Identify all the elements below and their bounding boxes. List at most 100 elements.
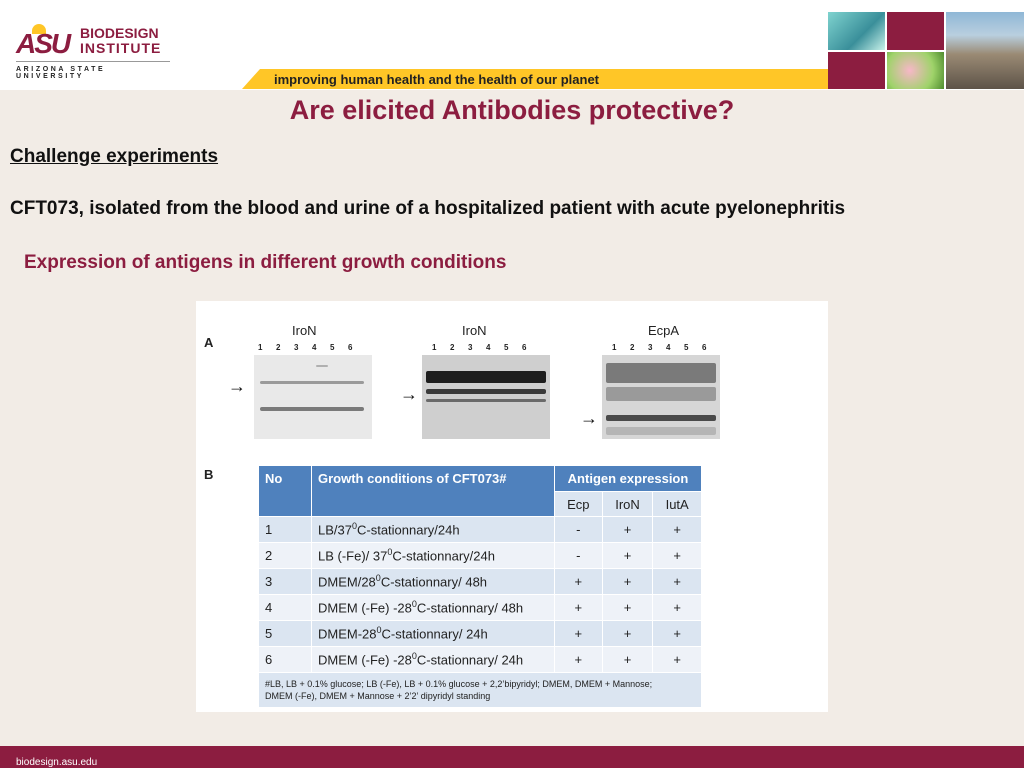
lane-label: 3 <box>468 343 473 352</box>
logo-line1: BIODESIGN <box>80 25 159 41</box>
figure-subheading: Expression of antigens in different grow… <box>24 252 507 273</box>
blot-1-image <box>254 355 372 439</box>
cell-iron: + <box>601 594 654 621</box>
table-row: 1 LB/370C-stationnary/24h - + + <box>258 516 702 543</box>
cell-condition: DMEM (-Fe) -280C-stationnary/ 24h <box>311 646 555 673</box>
cell-condition-a: LB/37 <box>318 522 352 538</box>
cell-iron: + <box>601 568 654 595</box>
lane-label: 6 <box>702 343 707 352</box>
lane-label: 2 <box>450 343 455 352</box>
blot-band <box>260 407 364 411</box>
blot-1-title: IroN <box>292 323 317 338</box>
footnote-line-2: DMEM (-Fe), DMEM + Mannose + 2’2’ dipyri… <box>265 691 491 701</box>
table-row: 4 DMEM (-Fe) -280C-stationnary/ 48h + + … <box>258 594 702 621</box>
blot-2-title: IroN <box>462 323 487 338</box>
lane-label: 5 <box>684 343 689 352</box>
lane-label: 4 <box>486 343 491 352</box>
lane-label: 3 <box>648 343 653 352</box>
cell-iron: + <box>601 620 654 647</box>
cell-iuta: + <box>652 542 702 569</box>
tagline: improving human health and the health of… <box>274 72 600 87</box>
cell-condition-a: LB (-Fe)/ 37 <box>318 548 388 564</box>
cell-condition: LB/370C-stationnary/24h <box>311 516 555 543</box>
cell-condition-b: C-stationnary/ 48h <box>416 600 524 616</box>
footnote-line-1: #LB, LB + 0.1% glucose; LB (-Fe), LB + 0… <box>265 679 653 689</box>
cell-condition: LB (-Fe)/ 370C-stationnary/24h <box>311 542 555 569</box>
blot-band <box>606 363 716 383</box>
footer-url[interactable]: biodesign.asu.edu <box>16 757 98 768</box>
table-row: 3 DMEM/280C-stationnary/ 48h + + + <box>258 568 702 595</box>
biodesign-logo[interactable]: ASU BIODESIGN INSTITUTE ARIZONA STATE UN… <box>14 24 174 80</box>
panel-b-label: B <box>204 467 214 482</box>
slide-title: Are elicited Antibodies protective? <box>289 95 735 125</box>
cell-condition-b: C-stationnary/ 48h <box>380 574 488 590</box>
lane-label: 5 <box>504 343 509 352</box>
header-photo-collage <box>828 12 1024 89</box>
cell-condition-sup: 0 <box>351 521 357 532</box>
lane-label: 6 <box>348 343 353 352</box>
cell-no: 5 <box>258 620 312 647</box>
blot-band <box>606 387 716 401</box>
strain-description: CFT073, isolated from the blood and urin… <box>10 198 846 219</box>
logo-university: ARIZONA STATE UNIVERSITY <box>16 66 106 80</box>
cell-no: 2 <box>258 542 312 569</box>
blot-1-lanes: 1 2 3 4 5 6 <box>258 343 366 352</box>
footer-bar: biodesign.asu.edu <box>0 746 1024 768</box>
cell-iron: + <box>601 516 654 543</box>
blot-band <box>426 399 546 402</box>
cell-iuta: + <box>652 594 702 621</box>
header-no: No <box>258 465 312 517</box>
cell-ecp: - <box>554 516 603 543</box>
table-footnote-row: #LB, LB + 0.1% glucose; LB (-Fe), LB + 0… <box>258 672 702 708</box>
blot-3-title: EcpA <box>648 323 680 338</box>
tagline-bar <box>242 69 830 89</box>
blot-2-lanes: 1 2 3 4 5 6 <box>432 343 540 352</box>
cell-condition-a: DMEM (-Fe) -28 <box>318 600 412 616</box>
panel-a-label: A <box>204 335 214 350</box>
lane-label: 1 <box>612 343 617 352</box>
cell-condition-a: DMEM/28 <box>318 574 376 590</box>
cell-condition: DMEM/280C-stationnary/ 48h <box>311 568 555 595</box>
cell-iuta: + <box>652 646 702 673</box>
blot-band <box>606 427 716 435</box>
blot-2-image <box>422 355 550 439</box>
header-antigen: Antigen expression <box>554 465 702 492</box>
lane-label: 4 <box>312 343 317 352</box>
lane-label: 4 <box>666 343 671 352</box>
section-heading: Challenge experiments <box>10 146 219 167</box>
cell-iron: + <box>601 542 654 569</box>
cell-no: 1 <box>258 516 312 543</box>
cell-iuta: + <box>652 620 702 647</box>
cell-condition-sup: 0 <box>387 547 393 558</box>
cell-ecp: + <box>554 568 603 595</box>
lane-label: 2 <box>630 343 635 352</box>
photo-maroon-tile <box>887 12 944 50</box>
lane-label: 5 <box>330 343 335 352</box>
blot-band <box>606 415 716 421</box>
growth-conditions-table: No Growth conditions of CFT073# Antigen … <box>258 465 702 708</box>
cell-condition: DMEM-280C-stationnary/ 24h <box>311 620 555 647</box>
cell-condition-sup: 0 <box>411 599 417 610</box>
cell-ecp: + <box>554 620 603 647</box>
lane-label: 6 <box>522 343 527 352</box>
table-footnote: #LB, LB + 0.1% glucose; LB (-Fe), LB + 0… <box>258 672 702 708</box>
cell-ecp: - <box>554 542 603 569</box>
blot-band <box>316 365 328 367</box>
cell-condition-sup: 0 <box>376 625 382 636</box>
cell-iuta: + <box>652 568 702 595</box>
cell-condition-a: DMEM-28 <box>318 626 377 642</box>
lane-label: 3 <box>294 343 299 352</box>
header: ASU BIODESIGN INSTITUTE ARIZONA STATE UN… <box>0 0 1024 90</box>
logo-divider <box>16 61 170 62</box>
table-header-row: No Growth conditions of CFT073# Antigen … <box>258 465 702 517</box>
arrow-icon: → <box>580 408 598 428</box>
arrow-icon: → <box>400 384 418 404</box>
photo-lab-image <box>828 12 885 50</box>
cell-condition-sup: 0 <box>375 573 381 584</box>
blot-3-lanes: 1 2 3 4 5 6 <box>612 343 720 352</box>
cell-condition-b: C-stationnary/ 24h <box>381 626 488 642</box>
cell-condition-b: C-stationnary/24h <box>357 522 460 538</box>
cell-no: 6 <box>258 646 312 673</box>
cell-ecp: + <box>554 646 603 673</box>
